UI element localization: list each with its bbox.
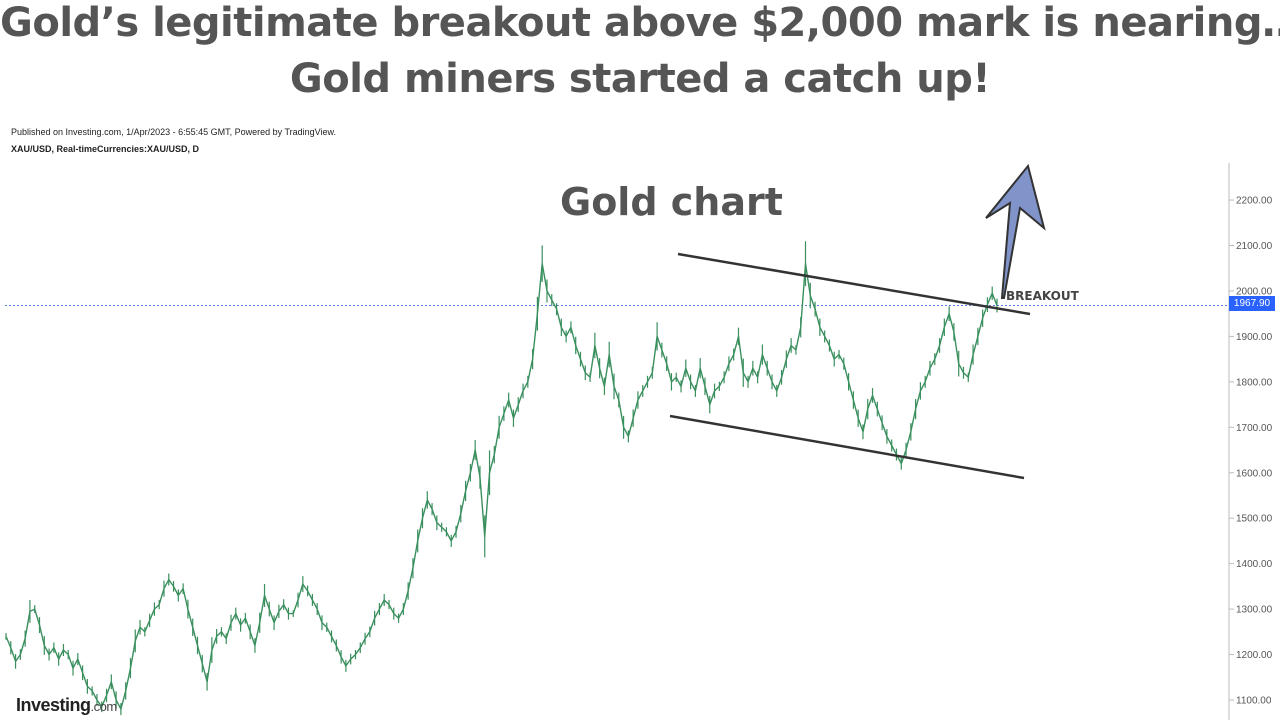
breakout-annotation: BREAKOUT <box>1006 289 1079 303</box>
symbol-info: XAU/USD, Real-timeCurrencies:XAU/USD, D <box>11 144 200 154</box>
breakout-arrow <box>985 163 1046 299</box>
y-tick-label: 2100.00 <box>1236 241 1273 252</box>
y-tick-label: 1300.00 <box>1236 605 1273 616</box>
y-tick-label: 1200.00 <box>1236 650 1273 661</box>
channel-upper-line <box>677 252 1031 316</box>
published-info: Published on Investing.com, 1/Apr/2023 -… <box>11 127 337 137</box>
y-tick-label: 1900.00 <box>1236 332 1273 343</box>
price-series <box>5 241 998 716</box>
y-tick-label: 1500.00 <box>1236 514 1273 525</box>
y-tick-label: 1600.00 <box>1236 468 1273 479</box>
logo-suffix-text: .com <box>90 699 118 714</box>
y-tick-label: 1100.00 <box>1236 696 1272 707</box>
y-tick-label: 1400.00 <box>1236 559 1273 570</box>
y-tick-label: 2000.00 <box>1236 286 1273 297</box>
y-tick-label: 2200.00 <box>1236 196 1273 207</box>
last-price-tag: 1967.90 <box>1229 296 1275 311</box>
headline-line-2: Gold miners started a catch up! <box>289 56 991 102</box>
channel-lower-line <box>669 414 1025 480</box>
price-line <box>5 263 998 710</box>
investing-logo: Investing.com <box>16 695 117 716</box>
headline-line-1: Gold’s legitimate breakout above $2,000 … <box>0 0 1280 46</box>
logo-main-text: Investing <box>16 695 91 715</box>
price-axis-ticks: 1100.00 1200.00 1300.00 1400.00 1500.00 1600.… <box>1229 196 1273 707</box>
chart-title: Gold chart <box>560 180 783 224</box>
y-tick-label: 1700.00 <box>1236 423 1273 434</box>
y-tick-label: 1800.00 <box>1236 377 1273 388</box>
